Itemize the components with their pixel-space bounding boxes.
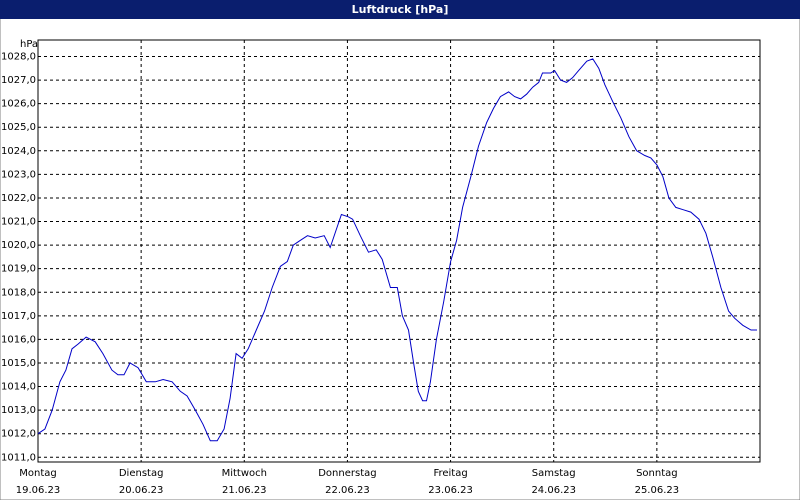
x-tick-date: 23.06.23 <box>428 485 473 496</box>
x-tick-date: 25.06.23 <box>635 485 680 496</box>
x-tick-label: Sonntag <box>636 468 678 479</box>
y-tick-label: 1022,0 <box>1 193 36 204</box>
y-tick-label: 1016,0 <box>1 334 36 345</box>
x-tick-label: Mittwoch <box>222 468 267 479</box>
y-tick-label: 1027,0 <box>1 75 36 86</box>
x-tick-date: 19.06.23 <box>16 485 61 496</box>
y-tick-label: 1013,0 <box>1 405 36 416</box>
y-tick-label: 1018,0 <box>1 287 36 298</box>
y-tick-label: 1020,0 <box>1 240 36 251</box>
y-tick-label: 1012,0 <box>1 429 36 440</box>
y-tick-label: 1021,0 <box>1 217 36 228</box>
line <box>37 58 757 442</box>
x-tick-label: Montag <box>19 468 56 479</box>
x-tick-date: 20.06.23 <box>119 485 164 496</box>
x-tick-date: 22.06.23 <box>325 485 370 496</box>
y-tick-label: 1028,0 <box>1 52 36 63</box>
y-tick-label: 1026,0 <box>1 99 36 110</box>
y-tick-label: 1014,0 <box>1 382 36 393</box>
x-tick-date: 24.06.23 <box>531 485 576 496</box>
y-tick-label: 1023,0 <box>1 169 36 180</box>
y-tick-label: 1019,0 <box>1 264 36 275</box>
y-tick-label: 1025,0 <box>1 122 36 133</box>
x-tick-date: 21.06.23 <box>222 485 267 496</box>
y-tick-label: 1011,0 <box>1 452 36 463</box>
x-tick-label: Freitag <box>433 468 467 479</box>
y-unit: hPa <box>20 39 38 50</box>
plot-frame <box>37 39 761 463</box>
x-tick-label: Donnerstag <box>318 468 376 479</box>
x-tick-label: Dienstag <box>119 468 164 479</box>
x-tick-label: Samstag <box>532 468 576 479</box>
y-tick-label: 1017,0 <box>1 311 36 322</box>
chart-title: Luftdruck [hPa] <box>352 3 449 16</box>
y-tick-label: 1024,0 <box>1 146 36 157</box>
title-bar <box>0 0 800 19</box>
y-tick-label: 1015,0 <box>1 358 36 369</box>
